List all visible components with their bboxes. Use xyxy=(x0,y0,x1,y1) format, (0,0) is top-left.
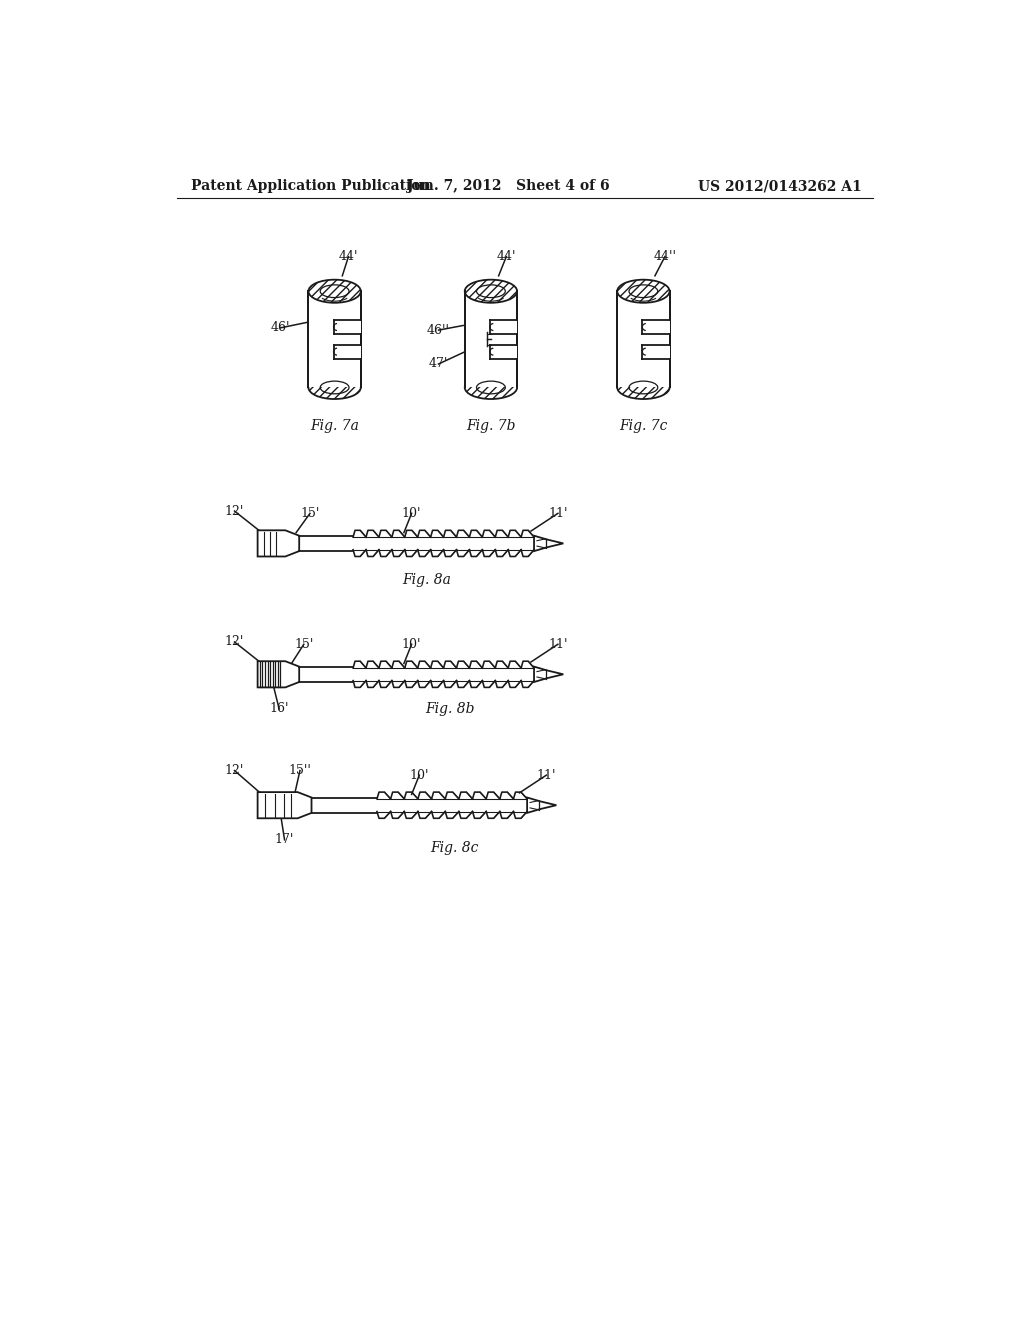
Text: 12': 12' xyxy=(225,764,244,777)
Polygon shape xyxy=(535,536,563,552)
Ellipse shape xyxy=(465,376,517,399)
Bar xyxy=(334,345,360,359)
Text: Jun. 7, 2012   Sheet 4 of 6: Jun. 7, 2012 Sheet 4 of 6 xyxy=(407,180,609,193)
Text: 44': 44' xyxy=(497,249,516,263)
Ellipse shape xyxy=(308,280,360,302)
Text: Fig. 7a: Fig. 7a xyxy=(310,418,359,433)
Bar xyxy=(642,321,670,334)
Text: 44': 44' xyxy=(339,249,358,263)
Text: Fig. 8b: Fig. 8b xyxy=(425,702,475,715)
Text: US 2012/0143262 A1: US 2012/0143262 A1 xyxy=(698,180,862,193)
Text: 16': 16' xyxy=(269,702,289,715)
Polygon shape xyxy=(258,531,299,557)
Text: 12': 12' xyxy=(225,635,244,648)
Bar xyxy=(489,345,517,359)
Ellipse shape xyxy=(465,376,517,399)
Text: 46': 46' xyxy=(271,321,291,334)
Bar xyxy=(465,292,517,388)
Ellipse shape xyxy=(617,280,670,302)
Text: 15': 15' xyxy=(300,507,319,520)
Ellipse shape xyxy=(617,376,670,399)
Text: 10': 10' xyxy=(401,638,421,651)
Ellipse shape xyxy=(465,280,517,302)
Text: 12': 12' xyxy=(225,504,244,517)
Text: 47': 47' xyxy=(429,358,449,371)
Ellipse shape xyxy=(308,376,360,399)
Polygon shape xyxy=(258,792,311,818)
Text: Fig. 7b: Fig. 7b xyxy=(466,418,516,433)
Text: 11': 11' xyxy=(537,768,556,781)
Text: 15'': 15'' xyxy=(289,764,311,777)
Polygon shape xyxy=(535,667,563,682)
Bar xyxy=(334,321,360,334)
Text: Fig. 7c: Fig. 7c xyxy=(620,418,668,433)
Text: 10': 10' xyxy=(410,768,429,781)
Text: 44'': 44'' xyxy=(653,249,677,263)
Ellipse shape xyxy=(617,376,670,399)
Text: 10': 10' xyxy=(401,507,421,520)
Text: 17': 17' xyxy=(274,833,294,846)
Text: 11': 11' xyxy=(548,638,567,651)
Bar xyxy=(617,292,670,388)
Text: 15': 15' xyxy=(294,638,313,651)
Bar xyxy=(489,321,517,334)
Text: Fig. 8c: Fig. 8c xyxy=(430,841,478,854)
Text: 46'': 46'' xyxy=(427,323,451,337)
Ellipse shape xyxy=(308,280,360,302)
Ellipse shape xyxy=(617,280,670,302)
Ellipse shape xyxy=(308,376,360,399)
Polygon shape xyxy=(258,661,299,688)
Text: Patent Application Publication: Patent Application Publication xyxy=(190,180,430,193)
Polygon shape xyxy=(527,797,556,813)
Bar xyxy=(642,345,670,359)
Text: 11': 11' xyxy=(548,507,567,520)
Text: Fig. 8a: Fig. 8a xyxy=(402,573,452,586)
Bar xyxy=(308,292,360,388)
Ellipse shape xyxy=(465,280,517,302)
